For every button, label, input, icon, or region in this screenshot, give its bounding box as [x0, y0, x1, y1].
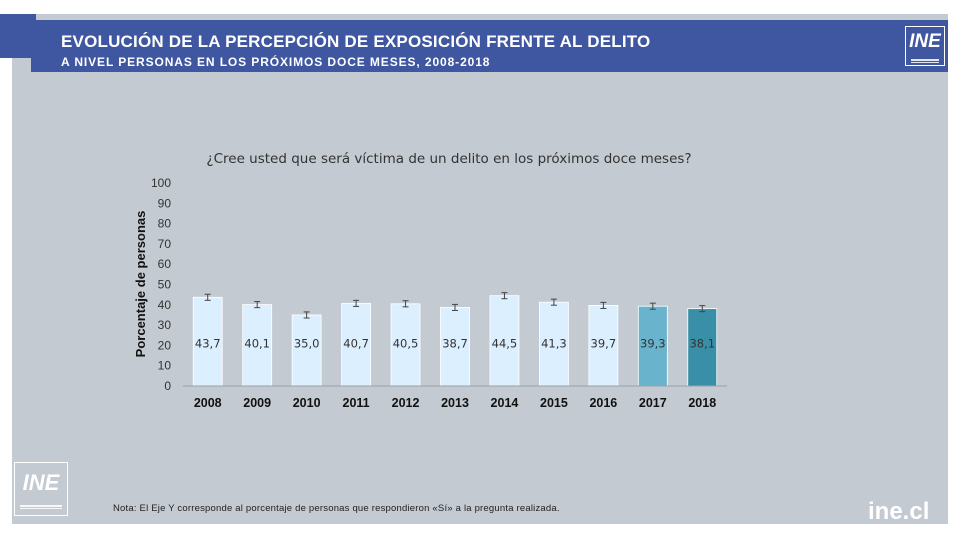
error-bar-2012	[402, 300, 409, 308]
y-tick-label: 50	[158, 278, 172, 292]
logo-bottom-tagline-lines	[15, 504, 67, 511]
data-label-2013: 38,7	[442, 336, 468, 350]
x-tick-2011: 2011	[343, 396, 370, 410]
y-tick-label: 20	[158, 338, 172, 352]
y-axis-ticks: 0 10 20 30 40 50 60 70 80 90 100	[151, 176, 171, 393]
logo-tagline-lines	[906, 58, 944, 63]
x-axis-ticks: 2008 2009 2010 2011 2012 2013 2014 2015 2016 2017…	[194, 396, 716, 410]
x-tick-2008: 2008	[194, 396, 222, 410]
bar-2011	[341, 302, 371, 387]
logo-bottom-text: INE	[22, 470, 60, 495]
bars	[192, 295, 718, 387]
page-title: EVOLUCIÓN DE LA PERCEPCIÓN DE EXPOSICIÓN…	[61, 32, 651, 51]
corner-accent	[0, 14, 36, 58]
error-bar-2010	[303, 311, 310, 319]
bar-2018	[687, 308, 718, 387]
bar-2010	[291, 314, 322, 387]
x-tick-2016: 2016	[589, 396, 617, 410]
footnote: Nota: El Eje Y corresponde al porcentaje…	[113, 503, 560, 514]
data-label-2008: 43,7	[195, 336, 221, 350]
header-banner: EVOLUCIÓN DE LA PERCEPCIÓN DE EXPOSICIÓN…	[31, 20, 948, 72]
y-tick-label: 10	[158, 359, 172, 373]
y-tick-label: 80	[158, 217, 172, 231]
y-tick-label: 0	[164, 379, 171, 393]
y-tick-label: 100	[151, 176, 171, 190]
error-bar-2017	[649, 302, 656, 310]
error-bar-2016	[600, 301, 607, 309]
data-label-2016: 39,7	[591, 336, 617, 350]
error-bar-2015	[550, 298, 557, 306]
page-subtitle: A NIVEL PERSONAS EN LOS PRÓXIMOS DOCE ME…	[61, 55, 491, 69]
site-url[interactable]: ine.cl	[868, 498, 930, 525]
y-tick-label: 30	[158, 318, 172, 332]
x-tick-2015: 2015	[540, 396, 568, 410]
x-tick-2012: 2012	[392, 396, 420, 410]
logo-text: INE	[909, 31, 941, 52]
data-label-2015: 41,3	[541, 336, 567, 350]
error-bars	[204, 292, 706, 319]
x-tick-2018: 2018	[688, 396, 716, 410]
y-tick-label: 70	[158, 237, 172, 251]
error-bar-2008	[204, 293, 211, 301]
data-label-2012: 40,5	[393, 336, 419, 350]
data-label-2010: 35,0	[294, 336, 320, 350]
bar-2013	[440, 307, 470, 387]
chart-title: ¿Cree usted que será víctima de un delit…	[206, 151, 691, 167]
bar-2017	[637, 305, 668, 387]
data-label-2011: 40,7	[343, 336, 369, 350]
error-bar-2014	[501, 292, 508, 300]
data-label-2017: 39,3	[640, 336, 666, 350]
ine-logo-bottom-icon: INE	[14, 462, 68, 516]
y-axis-label: Porcentaje de personas	[133, 211, 148, 358]
data-label-2009: 40,1	[244, 336, 270, 350]
slide-background	[12, 14, 948, 524]
data-labels: 43,7 40,1 35,0 40,7 40,5 38,7 44,5 41,3 39,7 39,3…	[195, 336, 715, 350]
data-label-2014: 44,5	[492, 336, 518, 350]
y-tick-label: 40	[158, 298, 172, 312]
error-bar-2018	[699, 305, 706, 313]
error-bar-2013	[452, 303, 458, 311]
ine-logo-icon: INE	[905, 26, 945, 66]
x-tick-2014: 2014	[491, 396, 519, 410]
bar-2016	[588, 305, 619, 387]
x-tick-2013: 2013	[441, 396, 469, 410]
error-bar-2011	[353, 299, 360, 307]
y-tick-label: 60	[158, 257, 172, 271]
bar-2012	[390, 303, 421, 387]
x-tick-2009: 2009	[243, 396, 271, 410]
data-label-2018: 38,1	[689, 336, 715, 350]
error-bar-2009	[254, 301, 261, 309]
y-tick-label: 90	[158, 196, 172, 210]
x-tick-2010: 2010	[293, 396, 321, 410]
x-tick-2017: 2017	[639, 396, 667, 410]
